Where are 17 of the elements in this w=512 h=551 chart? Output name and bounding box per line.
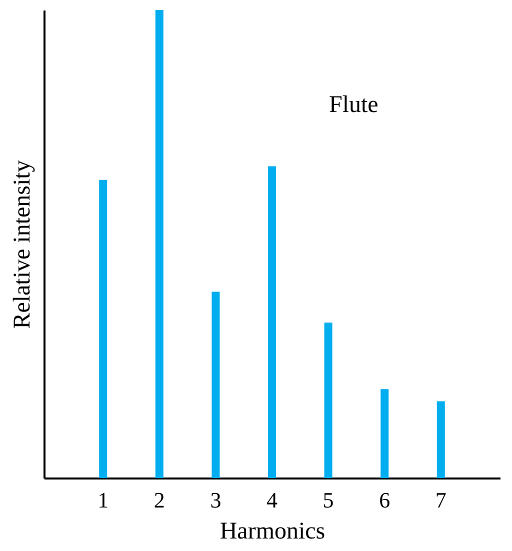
- x-tick-label: 7: [435, 488, 446, 512]
- bar: [268, 166, 276, 478]
- bar: [99, 180, 108, 478]
- x-axis-title: Harmonics: [220, 518, 326, 544]
- bar: [155, 10, 164, 478]
- x-tick-label: 6: [379, 488, 390, 512]
- bar: [324, 322, 332, 478]
- x-tick-label: 3: [210, 488, 222, 512]
- x-tick-label: 4: [266, 488, 278, 512]
- annotation: Flute: [329, 92, 378, 118]
- y-axis-title: Relative intensity: [10, 160, 36, 329]
- x-tick-label: 5: [322, 488, 334, 512]
- bar: [212, 292, 220, 478]
- x-tick-label: 2: [154, 488, 165, 512]
- bar: [380, 389, 389, 478]
- x-tick-label: 1: [98, 488, 109, 512]
- bar: [436, 401, 445, 478]
